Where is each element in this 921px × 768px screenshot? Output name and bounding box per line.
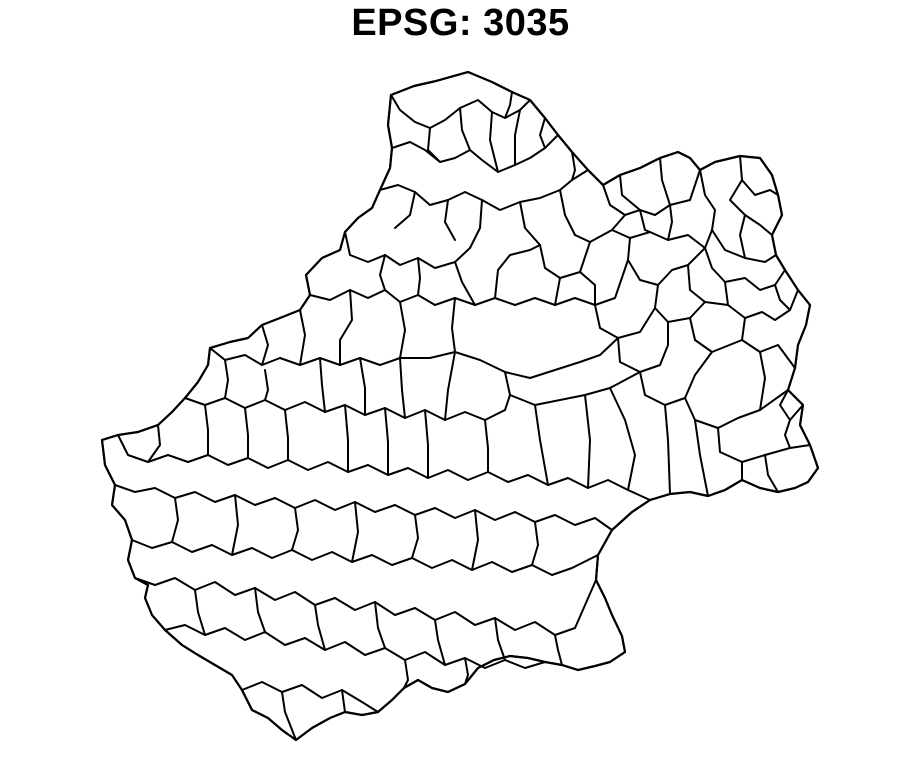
- region-outline: [101, 71, 819, 741]
- map-title: EPSG: 3035: [351, 2, 570, 44]
- region-border: [100, 70, 820, 742]
- commune-boundaries: [114, 91, 811, 741]
